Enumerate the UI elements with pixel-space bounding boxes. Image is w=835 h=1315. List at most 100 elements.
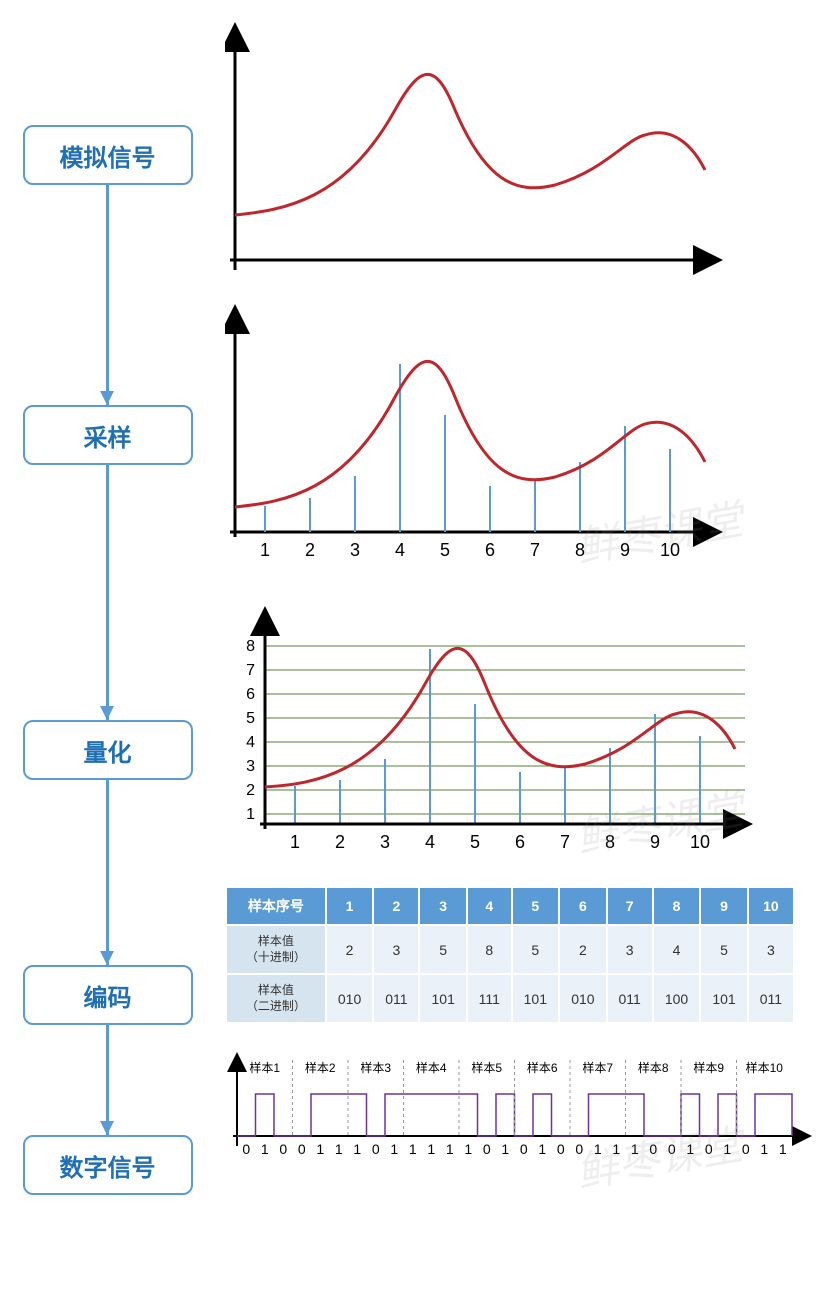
- svg-text:1: 1: [353, 1141, 361, 1157]
- svg-text:1: 1: [409, 1141, 417, 1157]
- svg-text:8: 8: [605, 832, 615, 852]
- table-cell: 3: [373, 925, 419, 974]
- table-cell: 2: [326, 925, 374, 974]
- svg-text:1: 1: [261, 1141, 269, 1157]
- svg-text:7: 7: [530, 540, 540, 560]
- table-cell: 011: [748, 974, 794, 1023]
- table-header: 4: [467, 887, 512, 925]
- table-header: 9: [700, 887, 748, 925]
- table-header: 2: [373, 887, 419, 925]
- svg-text:6: 6: [515, 832, 525, 852]
- svg-text:1: 1: [464, 1141, 472, 1157]
- table-header: 7: [607, 887, 653, 925]
- svg-text:0: 0: [242, 1141, 250, 1157]
- svg-text:0: 0: [298, 1141, 306, 1157]
- svg-text:1: 1: [779, 1141, 787, 1157]
- svg-text:1: 1: [246, 806, 255, 823]
- graphs-column: 12345678910 1234567812345678910 样本序号1234…: [225, 20, 815, 1195]
- svg-text:1: 1: [316, 1141, 324, 1157]
- svg-text:2: 2: [246, 782, 255, 799]
- table-cell: 2: [559, 925, 607, 974]
- flow-arrow: [106, 465, 109, 720]
- svg-text:1: 1: [501, 1141, 509, 1157]
- table-header: 1: [326, 887, 374, 925]
- svg-text:4: 4: [425, 832, 435, 852]
- svg-text:7: 7: [246, 662, 255, 679]
- encoding-table: 样本序号12345678910样本值（十进制）2358523453样本值（二进制…: [225, 886, 795, 1024]
- table-cell: 8: [467, 925, 512, 974]
- flow-step-analog: 模拟信号: [23, 125, 193, 185]
- svg-text:0: 0: [649, 1141, 657, 1157]
- svg-text:9: 9: [620, 540, 630, 560]
- svg-text:0: 0: [742, 1141, 750, 1157]
- svg-text:0: 0: [279, 1141, 287, 1157]
- svg-text:5: 5: [440, 540, 450, 560]
- table-cell: 4: [653, 925, 701, 974]
- table-cell: 101: [419, 974, 467, 1023]
- svg-text:4: 4: [246, 734, 255, 751]
- flow-step-digital: 数字信号: [23, 1135, 193, 1195]
- svg-text:3: 3: [350, 540, 360, 560]
- table-row-header: 样本值（二进制）: [226, 974, 326, 1023]
- analog-signal-chart: [225, 20, 725, 280]
- svg-text:1: 1: [686, 1141, 694, 1157]
- flow-column: 模拟信号 采样 量化 编码 数字信号: [20, 20, 195, 1195]
- table-header: 8: [653, 887, 701, 925]
- flow-label: 采样: [84, 418, 132, 453]
- svg-text:样本4: 样本4: [416, 1060, 447, 1075]
- table-cell: 011: [607, 974, 653, 1023]
- svg-text:4: 4: [395, 540, 405, 560]
- table-cell: 3: [748, 925, 794, 974]
- flow-arrow: [106, 1025, 109, 1135]
- svg-text:0: 0: [372, 1141, 380, 1157]
- table-cell: 5: [512, 925, 560, 974]
- svg-text:2: 2: [305, 540, 315, 560]
- table-cell: 010: [559, 974, 607, 1023]
- table-cell: 011: [373, 974, 419, 1023]
- svg-text:3: 3: [380, 832, 390, 852]
- svg-text:1: 1: [290, 832, 300, 852]
- svg-text:5: 5: [470, 832, 480, 852]
- flow-step-quant: 量化: [23, 720, 193, 780]
- svg-text:1: 1: [594, 1141, 602, 1157]
- flow-label: 量化: [84, 733, 132, 768]
- svg-text:1: 1: [612, 1141, 620, 1157]
- flow-step-sampling: 采样: [23, 405, 193, 465]
- flow-arrow: [106, 185, 109, 405]
- flow-label: 编码: [84, 978, 132, 1013]
- table-header: 3: [419, 887, 467, 925]
- svg-text:1: 1: [760, 1141, 768, 1157]
- table-cell: 3: [607, 925, 653, 974]
- svg-text:7: 7: [560, 832, 570, 852]
- table-cell: 5: [419, 925, 467, 974]
- flow-label: 模拟信号: [60, 138, 156, 173]
- flow-step-encode: 编码: [23, 965, 193, 1025]
- table-cell: 5: [700, 925, 748, 974]
- sampling-chart: 12345678910: [225, 302, 725, 582]
- quantization-chart: 1234567812345678910: [225, 604, 755, 864]
- svg-text:样本1: 样本1: [249, 1060, 280, 1075]
- flow-label: 数字信号: [60, 1148, 156, 1183]
- svg-text:0: 0: [668, 1141, 676, 1157]
- svg-text:6: 6: [246, 686, 255, 703]
- svg-text:0: 0: [575, 1141, 583, 1157]
- flow-arrow: [106, 780, 109, 965]
- svg-text:10: 10: [660, 540, 680, 560]
- svg-text:1: 1: [446, 1141, 454, 1157]
- svg-text:6: 6: [485, 540, 495, 560]
- svg-text:0: 0: [557, 1141, 565, 1157]
- table-cell: 101: [700, 974, 748, 1023]
- svg-text:2: 2: [335, 832, 345, 852]
- svg-text:样本8: 样本8: [638, 1060, 669, 1075]
- svg-text:3: 3: [246, 758, 255, 775]
- svg-text:9: 9: [650, 832, 660, 852]
- svg-text:样本3: 样本3: [360, 1060, 391, 1075]
- svg-text:样本6: 样本6: [527, 1060, 558, 1075]
- svg-text:1: 1: [390, 1141, 398, 1157]
- svg-text:样本2: 样本2: [305, 1060, 336, 1075]
- digital-signal-chart: 010011101111101010011100101011样本1样本2样本3样…: [225, 1046, 815, 1166]
- table-cell: 101: [512, 974, 560, 1023]
- svg-text:8: 8: [575, 540, 585, 560]
- table-cell: 100: [653, 974, 701, 1023]
- svg-text:1: 1: [427, 1141, 435, 1157]
